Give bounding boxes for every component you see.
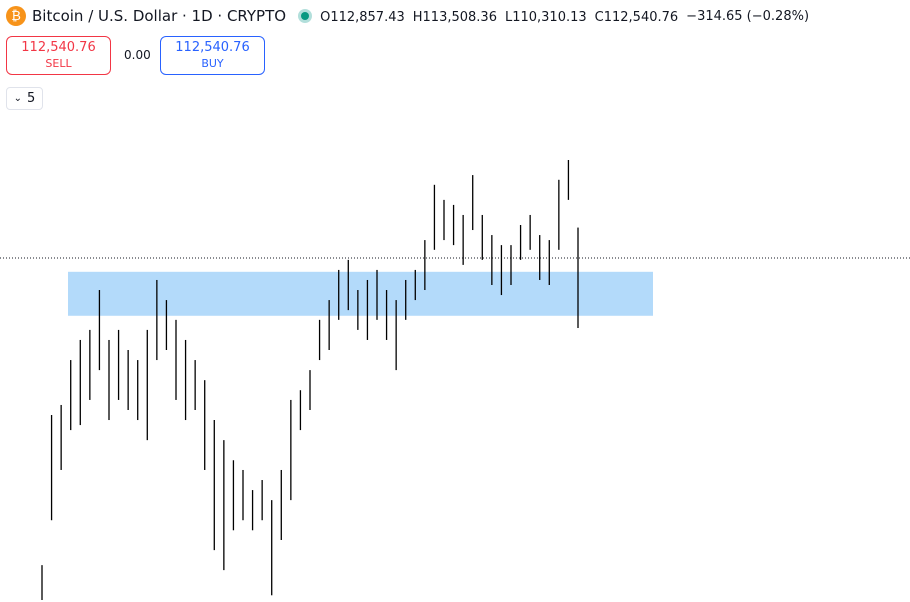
coin-icon: ₿	[6, 6, 26, 26]
ohlc-item: H113,508.36	[413, 10, 497, 25]
ohlc: O112,857.43 H113,508.36 L110,310.13 C112,54…	[320, 7, 686, 25]
ohlc-item: L110,310.13	[505, 10, 587, 25]
buy-price: 112,540.76	[175, 39, 250, 55]
ohlc-value: 113,508.36	[422, 10, 497, 25]
ohlc-label: C	[594, 10, 604, 25]
ohlc-label: O	[320, 10, 331, 25]
ohlc-value: 112,857.43	[330, 10, 405, 25]
ohlc-value: 110,310.13	[512, 10, 587, 25]
buy-label: BUY	[201, 56, 224, 70]
spread: 0.00	[124, 48, 151, 62]
sell-label: SELL	[45, 56, 72, 70]
indicators-count: 5	[27, 91, 36, 106]
ohlc-label: H	[412, 10, 423, 25]
ohlc-item: C112,540.76	[595, 10, 679, 25]
ohlc-label: L	[504, 10, 513, 25]
symbol[interactable]: Bitcoin / U.S. Dollar · 1D · CRYPTO	[32, 7, 287, 25]
sell-price: 112,540.76	[21, 39, 96, 55]
indicators-toggle[interactable]: ⌄ 5	[6, 87, 43, 110]
change: −314.65 (−0.28%)	[686, 8, 810, 24]
ohlc-item: O112,857.43	[320, 10, 405, 25]
buy-button[interactable]: 112,540.76 BUY	[160, 36, 265, 75]
status-dot	[298, 9, 313, 23]
ohlc-value: 112,540.76	[603, 10, 679, 25]
zone	[68, 271, 653, 316]
header: ₿ Bitcoin / U.S. Dollar · 1D · CRYPTO O1…	[6, 5, 817, 27]
sell-button[interactable]: 112,540.76 SELL	[6, 36, 111, 75]
